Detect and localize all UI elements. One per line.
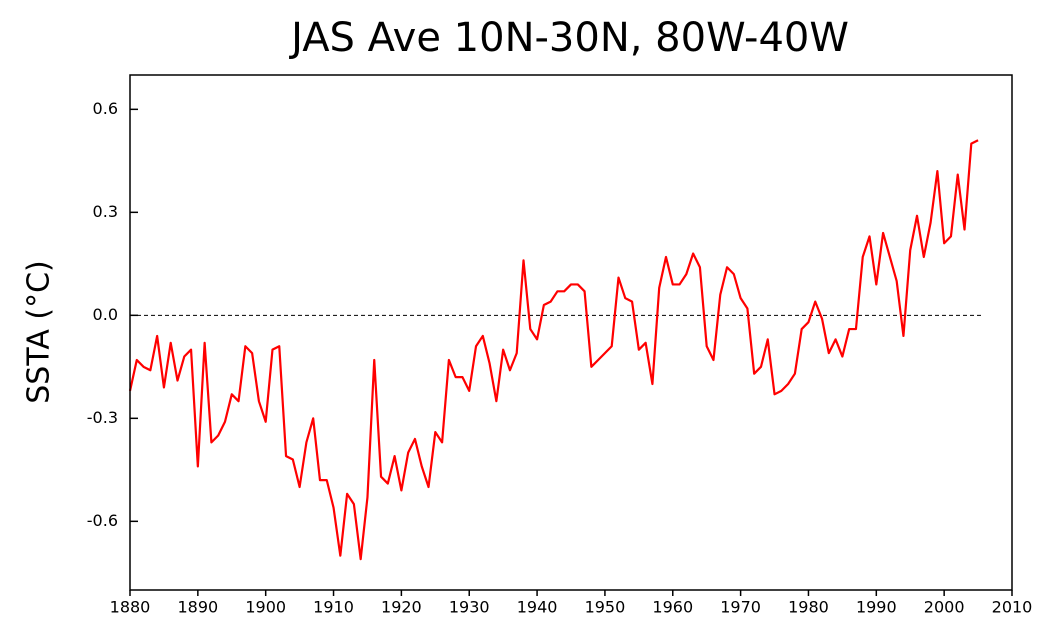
chart-title: JAS Ave 10N-30N, 80W-40W <box>288 15 849 61</box>
x-tick-label: 1970 <box>720 598 761 617</box>
x-tick-label: 1920 <box>381 598 422 617</box>
line-series <box>128 139 979 561</box>
y-tick-label: -0.3 <box>87 408 118 427</box>
y-tick-label: 0.6 <box>93 99 118 118</box>
y-tick-label: 0.3 <box>93 202 118 221</box>
x-tick-label: 1900 <box>245 598 286 617</box>
x-tick-label: 2010 <box>992 598 1033 617</box>
plot-frame <box>129 74 1013 591</box>
x-tick-label: 1880 <box>110 598 151 617</box>
y-axis-label: SSTA (°C) <box>22 260 57 404</box>
x-tick-label: 1960 <box>652 598 693 617</box>
y-tick-label: 0.0 <box>93 305 118 324</box>
x-tick-label: 1980 <box>788 598 829 617</box>
x-tick-label: 1990 <box>856 598 897 617</box>
y-tick-label: -0.6 <box>87 511 118 530</box>
x-tick-label: 2000 <box>924 598 965 617</box>
x-tick-label: 1950 <box>585 598 626 617</box>
x-tick-label: 1940 <box>517 598 558 617</box>
x-tick-label: 1890 <box>177 598 218 617</box>
x-tick-label: 1910 <box>313 598 354 617</box>
x-tick-label: 1930 <box>449 598 490 617</box>
